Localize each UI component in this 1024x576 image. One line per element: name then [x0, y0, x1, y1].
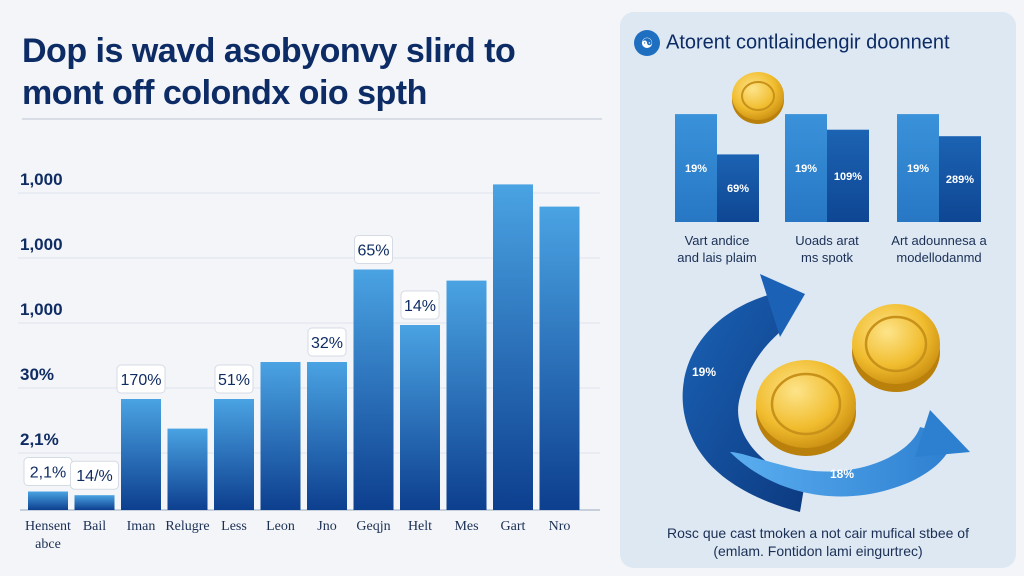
- mini-bar: [827, 129, 869, 222]
- data-label: 170%: [121, 372, 162, 389]
- data-label-box: [214, 364, 254, 394]
- mini-bar-label: 19%: [907, 163, 929, 175]
- mini-bar-label: 69%: [727, 183, 749, 195]
- panel-caption-line-2: (emlam. Fontidon lami eingurtrec): [713, 543, 923, 559]
- data-label-box: [307, 327, 347, 357]
- data-label: 14/%: [76, 468, 112, 485]
- cycle-arrow-dark: [682, 292, 805, 512]
- data-label-box: [116, 364, 166, 394]
- x-tick-label: Gart: [501, 519, 526, 534]
- x-tick-label: Nro: [549, 519, 571, 534]
- bar: [400, 325, 440, 510]
- bar: [214, 399, 254, 510]
- side-panel-graphics: 19% 69% Vart andice and lais plaim 19% 109% Uo…: [675, 72, 987, 512]
- page-title: Dop is wavd asobyonvy slird to mont off …: [22, 30, 602, 114]
- y-tick-label: 2,1%: [20, 430, 59, 449]
- group-caption: and lais plaim: [677, 250, 757, 265]
- bar: [307, 362, 347, 510]
- bar: [260, 362, 301, 510]
- panel-title-text: Atorent contlaindengir doonnent: [666, 31, 950, 54]
- coin-icon: [756, 360, 856, 456]
- cycle-arrow-dark-head: [760, 274, 805, 337]
- bar: [493, 184, 533, 510]
- main-bar-chart: 2,1% 14/% 170% 51% 32% 65% 14% 1,000 1,000 1,000…: [18, 170, 600, 552]
- data-label: 14%: [404, 298, 436, 315]
- side-panel: 19% 69% Vart andice and lais plaim 19% 109% Uo…: [620, 12, 1016, 568]
- mini-bar: [717, 154, 759, 222]
- bar: [167, 428, 208, 510]
- group-caption: Vart andice: [685, 233, 750, 248]
- mini-bar-label: 289%: [946, 174, 974, 186]
- pie-label: 18%: [830, 467, 854, 481]
- title-line-1: Dop is wavd asobyonvy slird to: [22, 32, 516, 70]
- mini-bar: [939, 136, 981, 222]
- coin-icon: [732, 72, 784, 124]
- bar: [28, 491, 68, 510]
- cycle-arrow-light-head: [915, 410, 970, 457]
- mini-bar-label: 109%: [834, 171, 862, 183]
- x-tick-label: Mes: [454, 519, 478, 534]
- cycle-arrow-light: [730, 427, 955, 497]
- x-tick-label: abce: [35, 537, 61, 552]
- coin-icon: [852, 304, 940, 392]
- y-tick-label: 1,000: [20, 300, 63, 319]
- x-tick-label: Bail: [83, 519, 106, 534]
- panel-caption-line-1: Rosc que cast tmoken a not cair mufical …: [667, 525, 969, 541]
- x-tick-label: Geqjn: [356, 519, 390, 534]
- bar: [446, 280, 487, 510]
- group-caption: Art adounnesa a: [891, 233, 987, 248]
- group-caption: Uoads arat: [795, 233, 859, 248]
- bar: [539, 206, 580, 510]
- y-tick-label: 1,000: [20, 235, 63, 254]
- data-label-box: [400, 290, 440, 320]
- data-label-box: [354, 235, 393, 264]
- bar: [353, 269, 394, 510]
- group-caption: modellodanmd: [896, 250, 981, 265]
- pie-label: 19%: [692, 365, 716, 379]
- title-divider: [22, 118, 602, 120]
- group-caption: ms spotk: [801, 250, 854, 265]
- mini-bar-label: 19%: [685, 163, 707, 175]
- x-tick-label: Less: [221, 519, 247, 534]
- y-tick-label: 1,000: [20, 170, 63, 189]
- panel-title: ☯ Atorent contlaindengir doonnent: [634, 30, 950, 56]
- bar: [74, 495, 115, 510]
- data-label: 2,1%: [30, 465, 66, 482]
- panel-caption: Rosc que cast tmoken a not cair mufical …: [620, 524, 1016, 560]
- x-tick-label: Jno: [317, 519, 336, 534]
- x-tick-label: Iman: [127, 519, 156, 534]
- data-label: 51%: [218, 372, 250, 389]
- title-line-2: mont off colondx oio spth: [22, 74, 427, 112]
- x-tick-label: Hensent: [25, 519, 71, 534]
- mini-bar: [897, 114, 939, 222]
- data-label: 32%: [311, 335, 343, 352]
- data-label: 65%: [357, 243, 389, 260]
- x-tick-label: Leon: [266, 519, 295, 534]
- x-tick-label: Helt: [408, 519, 432, 534]
- data-label-box: [70, 460, 119, 490]
- x-tick-label: Relugre: [165, 519, 209, 534]
- coin-icon: ☯: [634, 30, 660, 56]
- y-tick-label: 30%: [20, 365, 54, 384]
- bar: [121, 399, 161, 510]
- mini-bar-label: 19%: [795, 163, 817, 175]
- mini-bar: [785, 114, 827, 222]
- mini-bar: [675, 114, 717, 222]
